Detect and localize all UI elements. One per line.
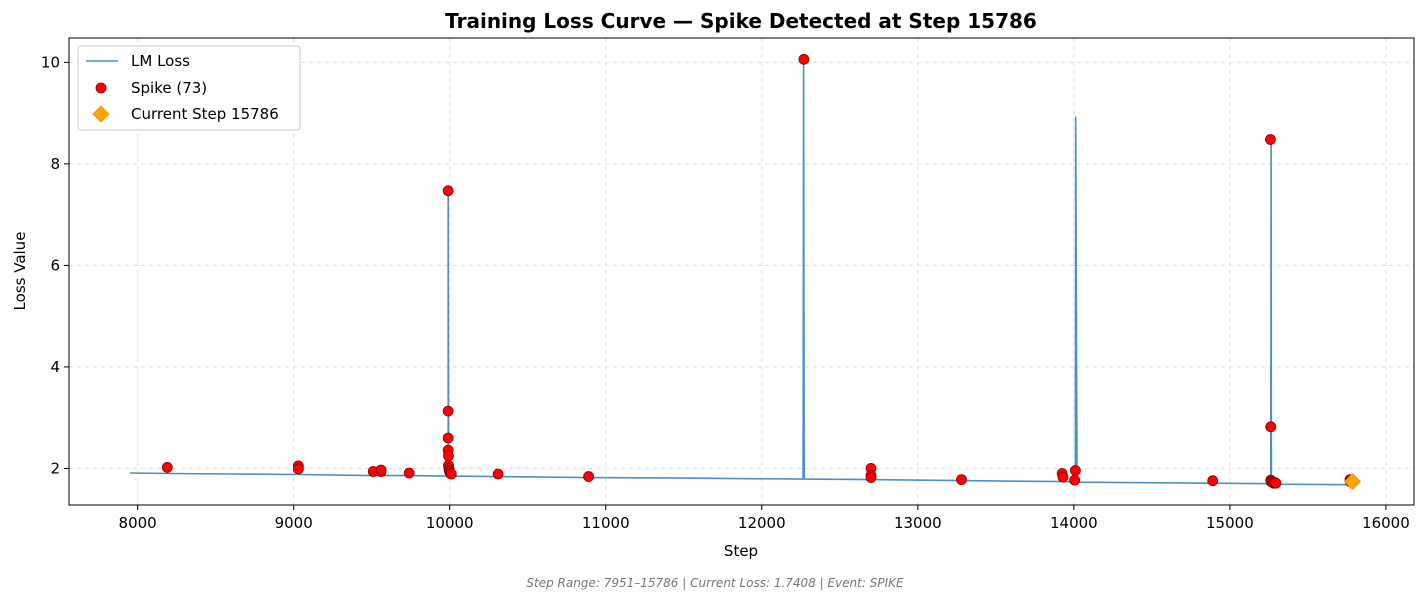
- spike-point: [1265, 134, 1276, 145]
- legend-current-swatch: [92, 105, 110, 123]
- spike-point: [1207, 475, 1219, 487]
- x-tick-label: 9000: [275, 514, 313, 532]
- y-axis-label: Loss Value: [11, 232, 29, 311]
- y-tick-label: 6: [50, 256, 60, 274]
- spike-point: [443, 450, 454, 462]
- y-tick-label: 8: [50, 155, 60, 173]
- x-tick-label: 14000: [1050, 514, 1098, 532]
- spike-markers: [161, 53, 1356, 489]
- y-tick-label: 4: [50, 358, 60, 376]
- legend-label-lm-loss: LM Loss: [131, 52, 190, 70]
- spike-point: [956, 474, 967, 486]
- y-axis-ticks: 2 4 6 8 10: [41, 53, 69, 477]
- spike-point: [375, 464, 387, 476]
- legend-box: [77, 45, 301, 131]
- x-tick-label: 12000: [738, 514, 786, 532]
- x-tick-label: 8000: [119, 514, 157, 532]
- chart-title: Training Loss Curve — Spike Detected at …: [445, 9, 1037, 33]
- footer-summary: Step Range: 7951–15786 | Current Loss: 1…: [526, 576, 904, 590]
- spike-point: [798, 53, 810, 65]
- spike-point: [442, 432, 454, 444]
- spike-point: [442, 185, 454, 197]
- y-tick-label: 10: [41, 53, 60, 71]
- spike-point: [492, 468, 504, 480]
- spike-point: [445, 468, 457, 480]
- legend-label-spike: Spike (73): [131, 79, 207, 97]
- x-axis-label: Step: [724, 542, 758, 560]
- spike-point: [583, 471, 594, 482]
- current-step-marker: [1343, 473, 1362, 491]
- plot-frame: [68, 37, 1415, 506]
- legend-spike-swatch: [95, 82, 107, 94]
- spike-point: [292, 463, 304, 475]
- x-tick-label: 13000: [894, 514, 942, 532]
- x-axis-ticks: 8000 9000 10000 11000 12000 13000 14000 15000 16…: [119, 505, 1410, 532]
- legend: LM Loss Spike (73) Current Step 15786: [77, 45, 301, 131]
- spike-point: [1070, 465, 1081, 476]
- spike-point: [1057, 471, 1069, 483]
- lm-loss-line: [129, 58, 1353, 486]
- spike-point: [403, 467, 415, 479]
- x-tick-label: 16000: [1362, 514, 1410, 532]
- current-step-marker-layer: [1343, 473, 1362, 491]
- legend-label-current-step: Current Step 15786: [131, 105, 279, 123]
- x-tick-label: 11000: [582, 514, 630, 532]
- x-tick-label: 10000: [426, 514, 474, 532]
- spike-point: [161, 462, 173, 473]
- spike-point: [1265, 421, 1277, 433]
- loss-line-layer: [129, 58, 1353, 486]
- y-tick-label: 2: [50, 459, 60, 477]
- spike-point: [1270, 477, 1282, 489]
- spike-point: [865, 472, 877, 483]
- x-tick-label: 15000: [1206, 514, 1254, 532]
- spike-point: [1069, 474, 1081, 486]
- spike-point: [442, 405, 454, 417]
